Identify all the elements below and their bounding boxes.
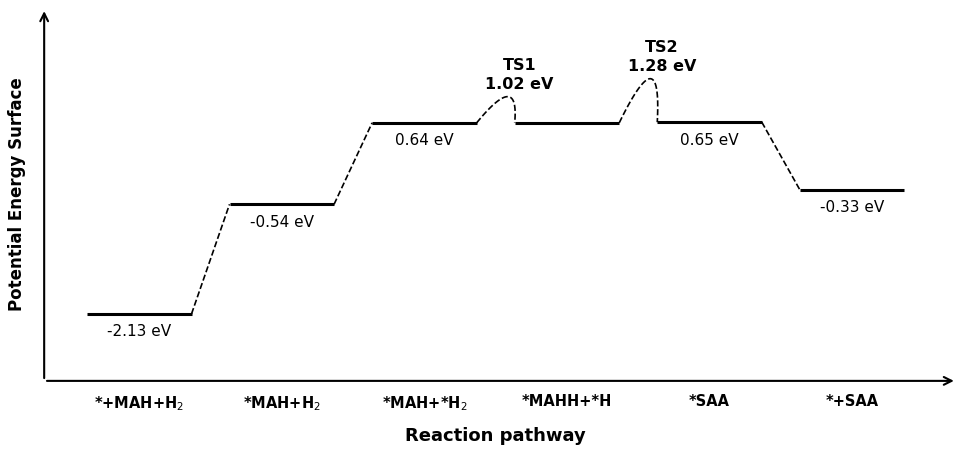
Text: -2.13 eV: -2.13 eV — [107, 324, 171, 339]
Y-axis label: Potential Energy Surface: Potential Energy Surface — [9, 78, 26, 312]
Text: TS2
1.28 eV: TS2 1.28 eV — [628, 40, 696, 74]
Text: TS1
1.02 eV: TS1 1.02 eV — [485, 58, 554, 92]
Text: 0.64 eV: 0.64 eV — [395, 133, 454, 148]
X-axis label: Reaction pathway: Reaction pathway — [405, 427, 586, 445]
Text: -0.54 eV: -0.54 eV — [250, 215, 314, 230]
Text: -0.33 eV: -0.33 eV — [820, 200, 884, 215]
Text: 0.65 eV: 0.65 eV — [680, 133, 739, 148]
